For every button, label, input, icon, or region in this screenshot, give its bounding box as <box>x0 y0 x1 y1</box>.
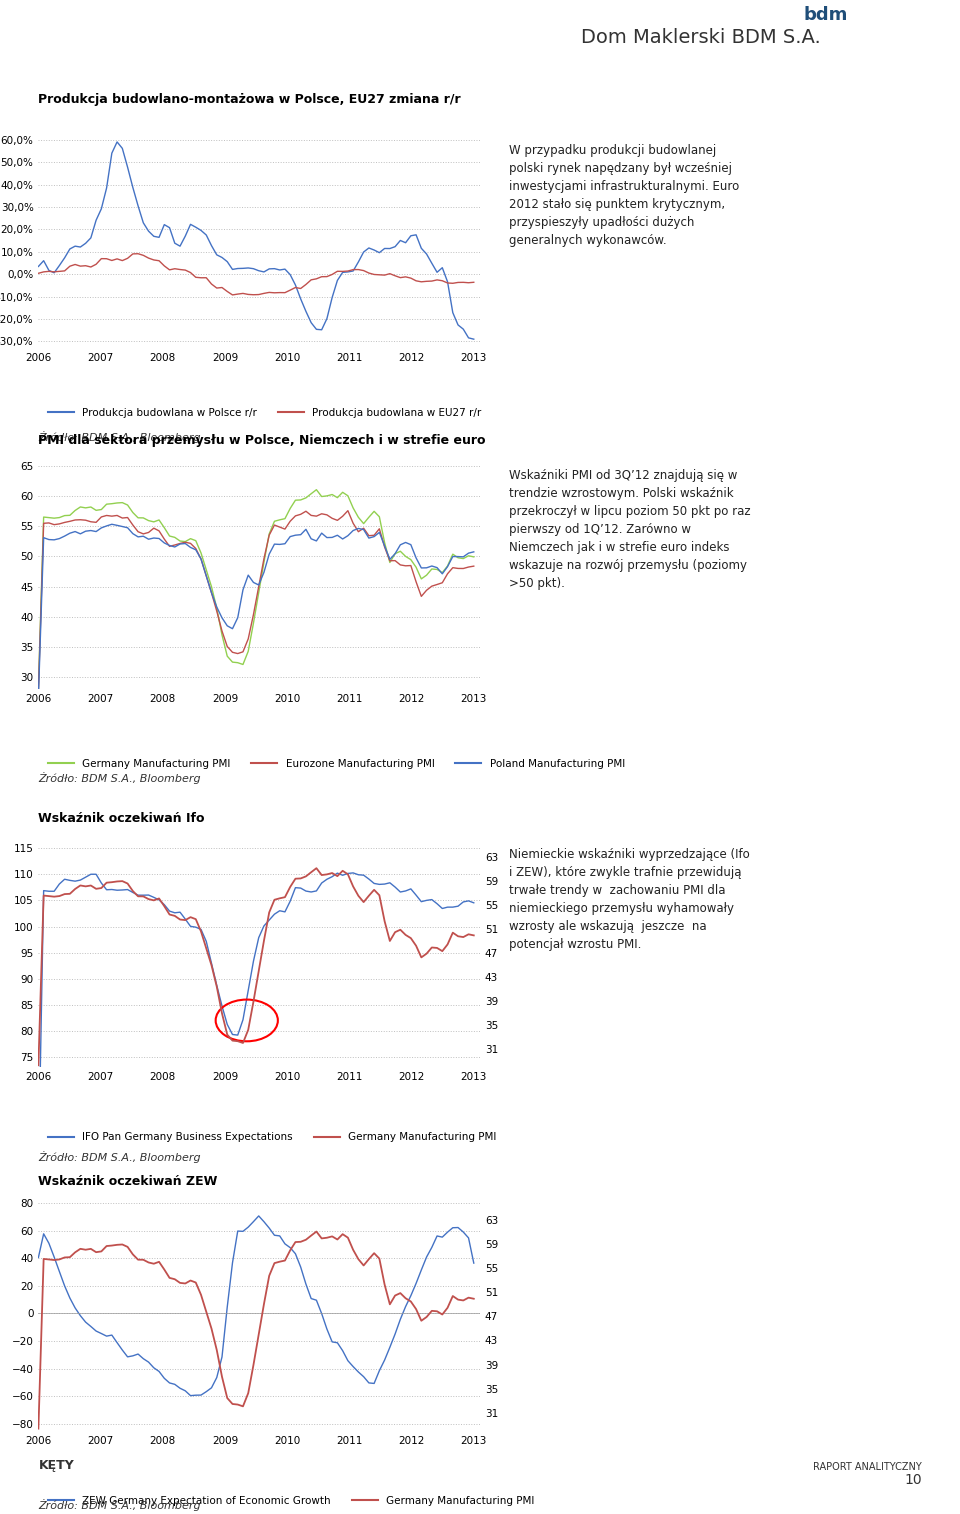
Legend: IFO Pan Germany Business Expectations, Germany Manufacturing PMI: IFO Pan Germany Business Expectations, G… <box>43 1128 500 1146</box>
Text: Wskaźnik oczekiwań Ifo: Wskaźnik oczekiwań Ifo <box>38 812 204 825</box>
Text: KĘTY: KĘTY <box>38 1458 74 1472</box>
Text: Produkcja budowlano-montażowa w Polsce, EU27 zmiana r/r: Produkcja budowlano-montażowa w Polsce, … <box>38 92 461 106</box>
Text: PMI dla sektora przemysłu w Polsce, Niemczech i w strefie euro: PMI dla sektora przemysłu w Polsce, Niem… <box>38 433 486 447</box>
Text: Żródło: BDM S.A., Bloomberg: Żródło: BDM S.A., Bloomberg <box>38 772 201 784</box>
Text: Dom Maklerski BDM S.A.: Dom Maklerski BDM S.A. <box>581 29 821 47</box>
Legend: ZEW Germany Expectation of Economic Growth, Germany Manufacturing PMI: ZEW Germany Expectation of Economic Grow… <box>43 1491 539 1509</box>
Text: RAPORT ANALITYCZNY: RAPORT ANALITYCZNY <box>813 1461 922 1472</box>
Text: Żródło: BDM S.A., Bloomberg: Żródło: BDM S.A., Bloomberg <box>38 1151 201 1163</box>
Text: Żródło: BDM S.A., Bloomberg: Żródło: BDM S.A., Bloomberg <box>38 1499 201 1511</box>
Legend: Germany Manufacturing PMI, Eurozone Manufacturing PMI, Poland Manufacturing PMI: Germany Manufacturing PMI, Eurozone Manu… <box>43 754 629 772</box>
Text: Wskaźnik oczekiwań ZEW: Wskaźnik oczekiwań ZEW <box>38 1175 218 1188</box>
Text: Wskaźniki PMI od 3Q’12 znajdują się w
trendzie wzrostowym. Polski wskaźnik
przek: Wskaźniki PMI od 3Q’12 znajdują się w tr… <box>509 469 751 590</box>
Text: Niemieckie wskaźniki wyprzedzające (Ifo
i ZEW), które zwykle trafnie przewidują
: Niemieckie wskaźniki wyprzedzające (Ifo … <box>509 848 750 951</box>
Text: bdm: bdm <box>804 6 848 24</box>
Text: Żródło: BDM S.A., Bloomberg: Żródło: BDM S.A., Bloomberg <box>38 431 201 444</box>
Legend: Produkcja budowlana w Polsce r/r, Produkcja budowlana w EU27 r/r: Produkcja budowlana w Polsce r/r, Produk… <box>43 404 486 422</box>
Text: 10: 10 <box>904 1473 922 1487</box>
Text: W przypadku produkcji budowlanej
polski rynek napędzany był wcześniej
inwestycja: W przypadku produkcji budowlanej polski … <box>509 144 739 247</box>
